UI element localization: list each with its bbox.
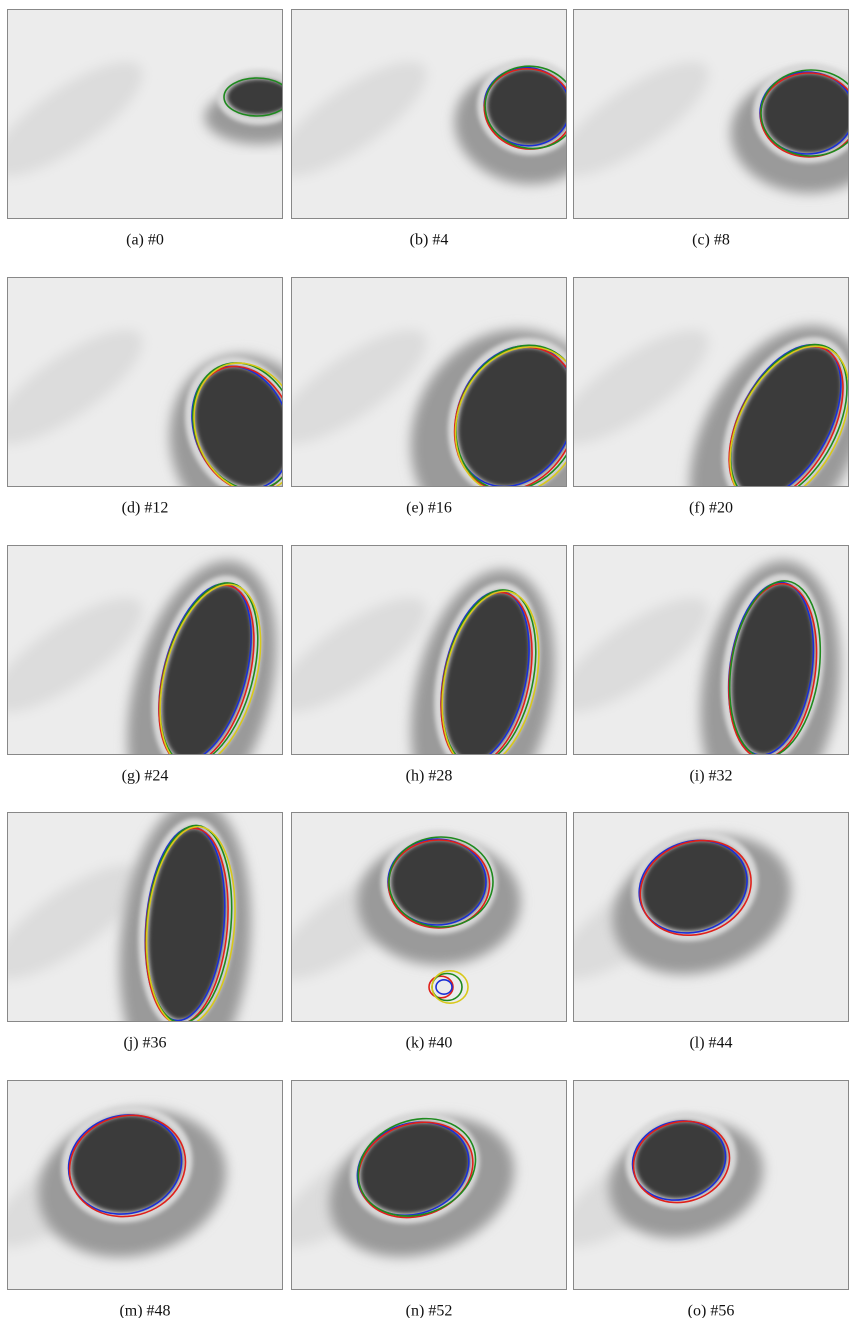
caption: (l) #44 — [689, 1035, 732, 1052]
satellite-image — [542, 811, 849, 1022]
caption: (a) #0 — [126, 232, 164, 249]
caption: (n) #52 — [406, 1303, 453, 1318]
satellite-image — [0, 9, 313, 219]
satellite-image — [542, 9, 849, 219]
caption: (b) #4 — [410, 232, 449, 249]
caption: (g) #24 — [122, 768, 169, 785]
satellite-image — [0, 1080, 283, 1290]
caption: (d) #12 — [122, 500, 169, 517]
satellite-image — [0, 544, 302, 840]
caption: (e) #16 — [406, 500, 452, 517]
figure: (a) #0 (b) #4 (c) #8 (d) #12 (e) #16 (f) #20 (… — [0, 0, 849, 1318]
page: {"panels": [ {"caption": "(a) #0"}, {"ca… — [0, 0, 849, 1318]
satellite-image — [260, 1080, 567, 1290]
satellite-image — [542, 277, 849, 583]
caption: (o) #56 — [688, 1303, 735, 1318]
satellite-image — [260, 9, 606, 219]
caption: (h) #28 — [406, 768, 453, 785]
caption: (f) #20 — [689, 500, 733, 517]
satellite-image — [260, 812, 567, 1022]
caption: (c) #8 — [692, 232, 730, 249]
caption: (k) #40 — [406, 1035, 453, 1052]
caption: (m) #48 — [119, 1303, 170, 1318]
caption: (j) #36 — [123, 1035, 166, 1052]
satellite-image — [260, 545, 576, 837]
satellite-image — [542, 1080, 849, 1290]
caption: (i) #32 — [689, 768, 732, 785]
